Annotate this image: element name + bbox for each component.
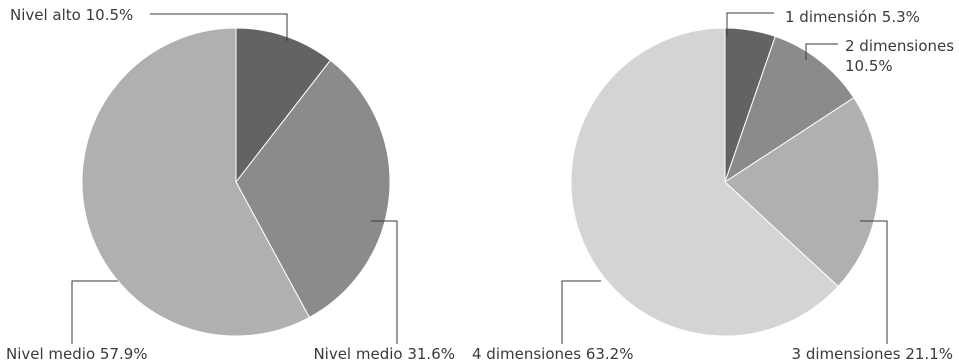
slice-label: Nivel medio 57.9% xyxy=(6,345,148,363)
pie-slice xyxy=(235,27,332,184)
pie-chart-dimensions: 1 dimensión 5.3% 2 dimensiones 10.5% 3 dime… xyxy=(472,8,954,363)
pie-slice xyxy=(724,97,880,288)
leader-line xyxy=(71,280,118,344)
leader-line xyxy=(561,280,601,344)
slice-label: 2 dimensiones 10.5% xyxy=(845,37,954,75)
slice-label: 1 dimensión 5.3% xyxy=(785,8,920,26)
pie-slice xyxy=(81,27,311,337)
leader-line xyxy=(726,12,774,36)
leader-line xyxy=(860,220,888,344)
leader-line xyxy=(150,13,288,41)
slice-label: 3 dimensiones 21.1% xyxy=(792,345,953,363)
pie-slice xyxy=(724,35,855,184)
pie-slice xyxy=(570,27,839,337)
leader-line xyxy=(805,43,838,60)
pie-slice xyxy=(235,59,391,319)
pie-chart-levels: Nivel alto 10.5% Nivel medio 31.6% Nivel m… xyxy=(6,6,455,363)
slice-label: Nivel medio 31.6% xyxy=(313,345,455,363)
slice-label: Nivel alto 10.5% xyxy=(10,6,133,24)
slice-label: 4 dimensiones 63.2% xyxy=(472,345,633,363)
leader-line xyxy=(371,220,398,344)
